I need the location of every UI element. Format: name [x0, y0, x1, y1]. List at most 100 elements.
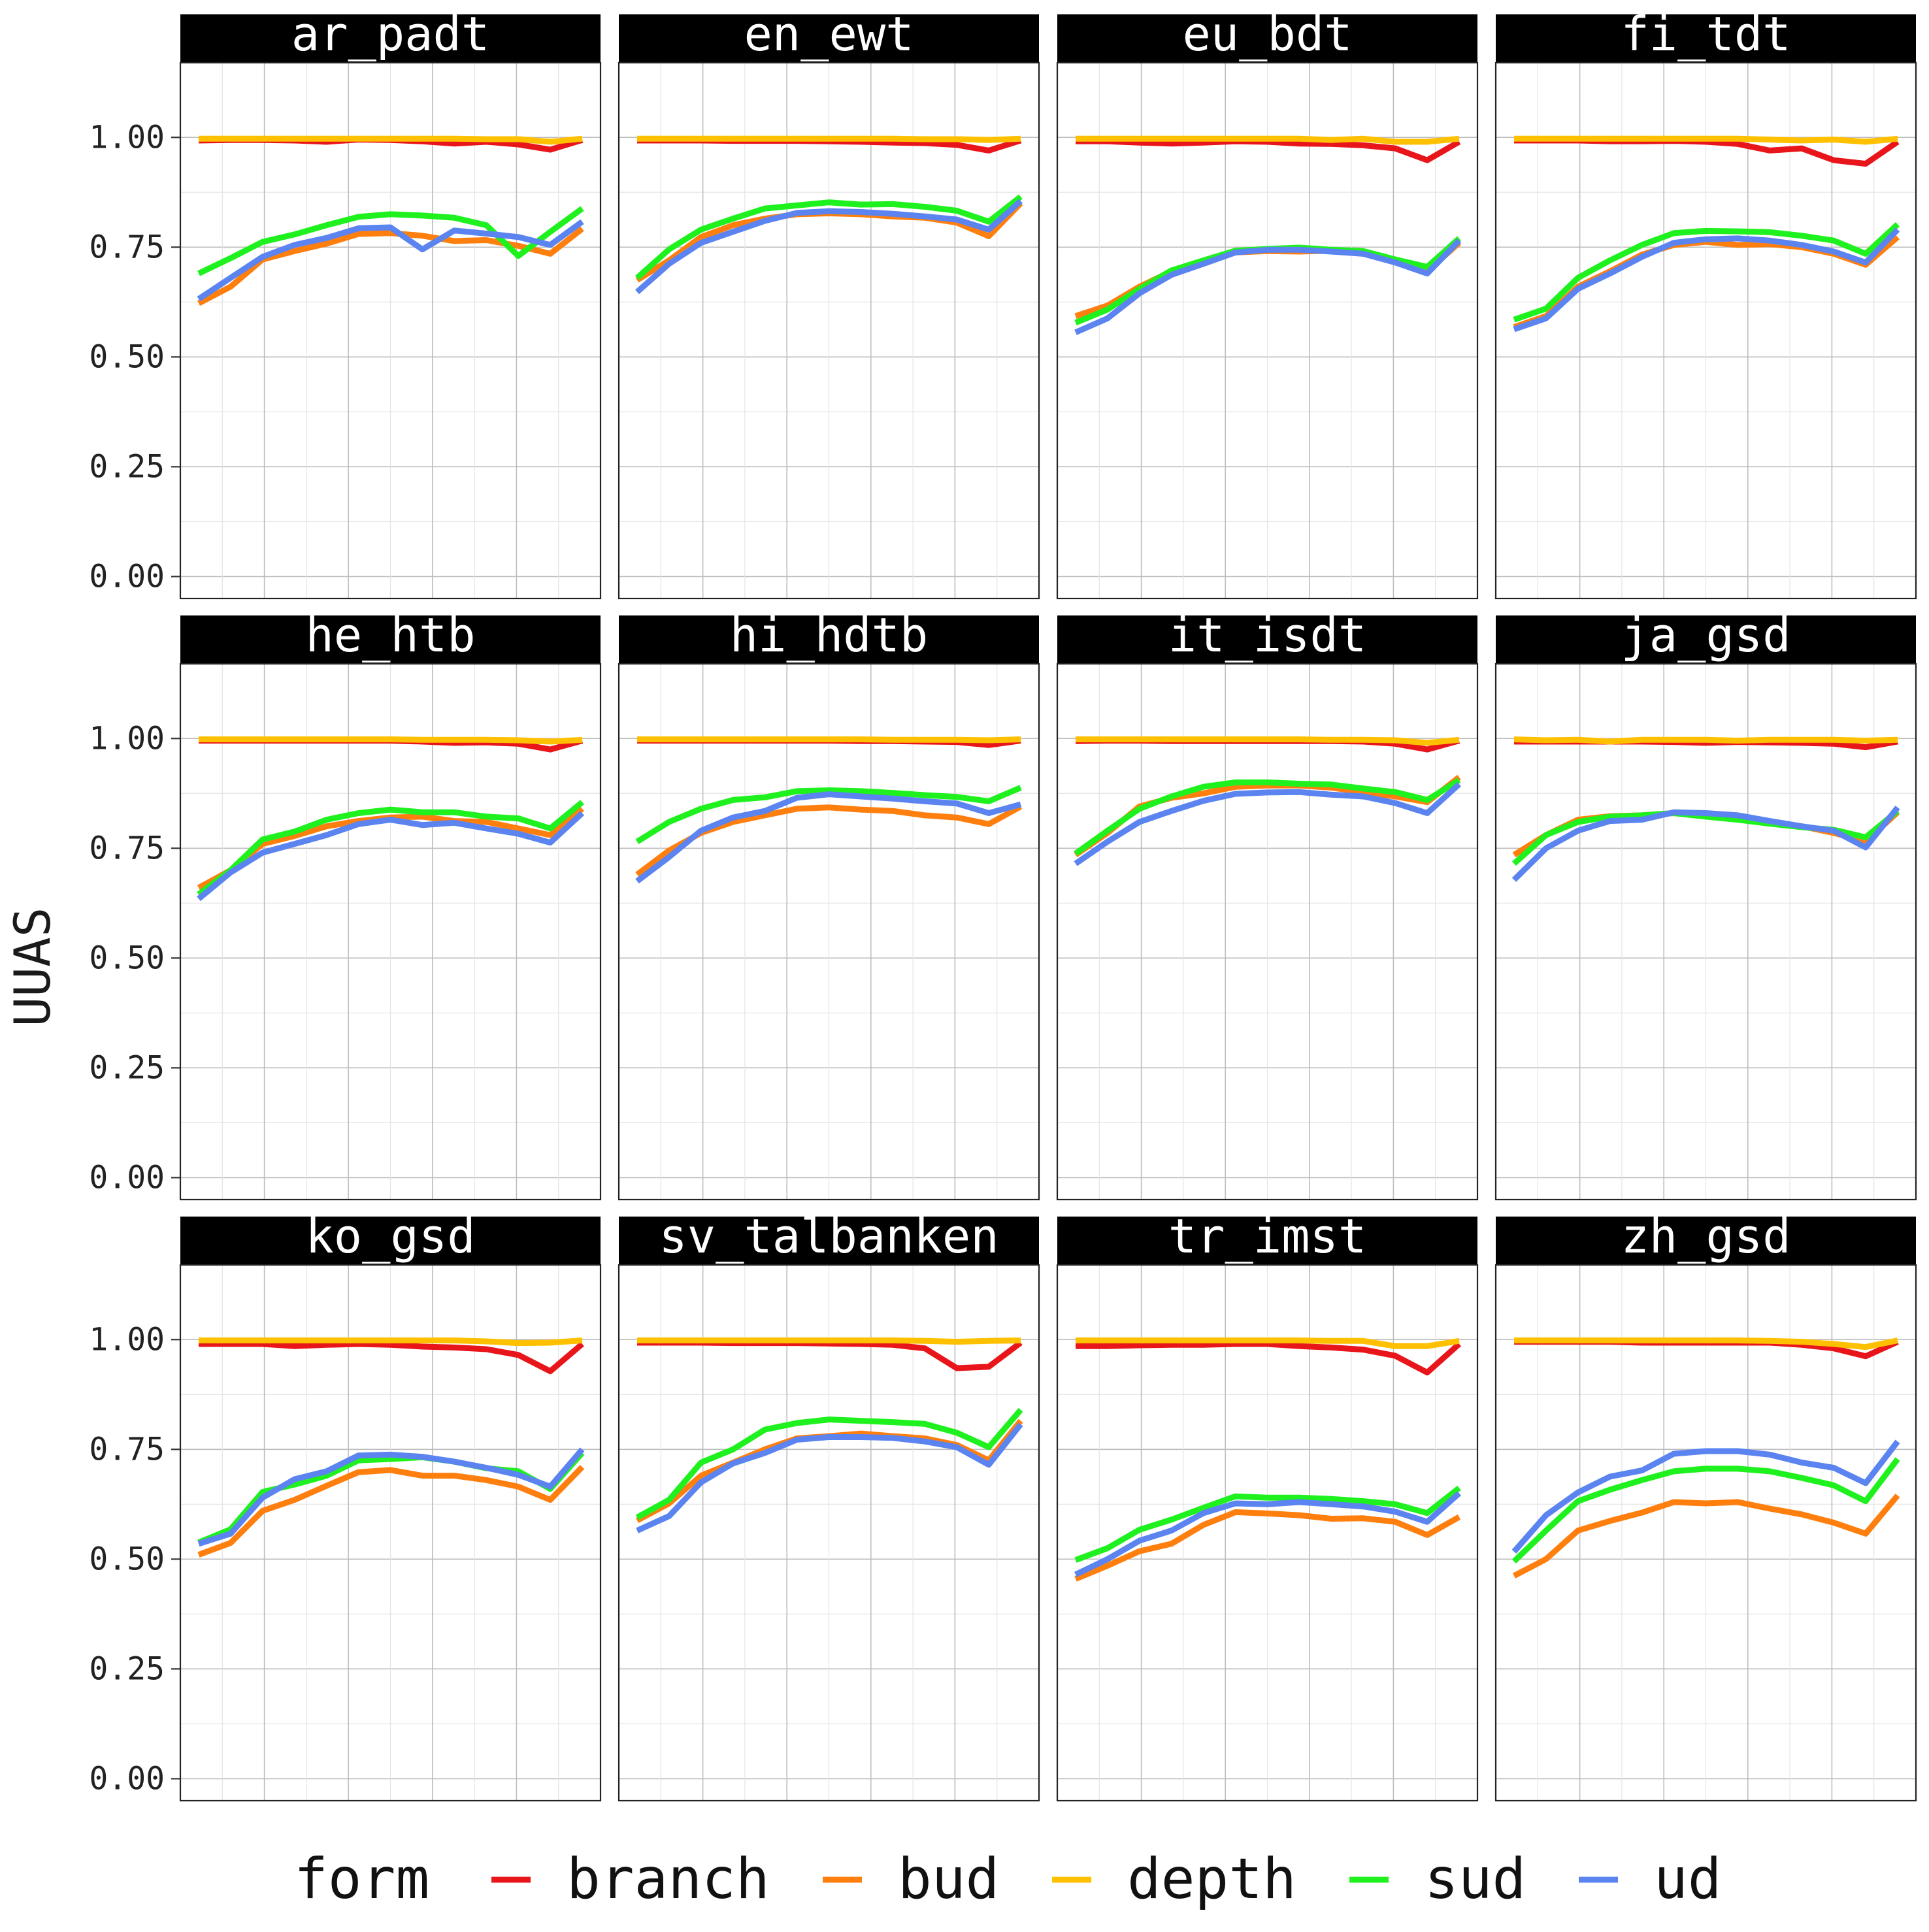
facet-panel: fi_tdt	[1494, 7, 1917, 600]
series-line-sud	[1513, 221, 1900, 323]
y-tick-label: 0.00	[89, 558, 165, 595]
series-line-sud	[1074, 1485, 1461, 1563]
y-tick-label: 0.75	[89, 830, 165, 866]
series-line-ud	[1074, 238, 1462, 335]
facet-title: he_htb	[305, 608, 475, 663]
facet-strip	[1496, 14, 1916, 63]
series-line-depth	[199, 736, 583, 745]
facet-panel: tr_imst	[1056, 1209, 1479, 1802]
facet-title: hi_hdtb	[730, 608, 928, 663]
panel-border	[1056, 1264, 1479, 1802]
series-line-depth	[1076, 1337, 1460, 1349]
legend-label-ud: ud	[1654, 1846, 1722, 1912]
facet-panel: ar_padt 0.00 0.25 0.50 0.75 1.00	[89, 7, 602, 600]
series-line-bud	[1512, 1494, 1900, 1579]
facet-strip	[619, 615, 1039, 664]
panel-border	[179, 1264, 602, 1802]
y-tick-label: 0.25	[89, 1650, 165, 1687]
series-line-ud	[1074, 1491, 1461, 1577]
y-tick-label: 1.00	[89, 720, 165, 757]
series-line-branch	[1076, 1341, 1461, 1376]
legend-label-sud: sud	[1425, 1846, 1526, 1912]
panel-border	[618, 61, 1040, 600]
series-line-depth	[1514, 135, 1898, 145]
series-line-depth	[637, 1337, 1021, 1345]
series-line-ud	[1511, 805, 1900, 882]
series-line-branch	[1076, 138, 1461, 163]
series-line-ud	[1511, 1439, 1900, 1554]
series-line-depth	[1076, 736, 1460, 746]
facet-strip	[1057, 1217, 1477, 1265]
y-tick-label: 0.00	[89, 1159, 165, 1196]
series-line-ud	[197, 219, 584, 302]
panel-border	[618, 663, 1040, 1201]
facet-title: zh_gsd	[1621, 1209, 1790, 1264]
series-line-ud	[1513, 227, 1900, 333]
facet-panel: it_isdt	[1056, 608, 1479, 1201]
facet-panel: sv_talbanken	[618, 1209, 1040, 1802]
y-tick-label: 0.50	[89, 1541, 165, 1577]
series-line-sud	[197, 800, 584, 897]
facet-strip	[1057, 14, 1477, 63]
series-line-depth	[1076, 135, 1460, 145]
facet-title: eu_bdt	[1182, 7, 1352, 61]
legend-label-branch: branch	[567, 1846, 770, 1912]
facet-title: ja_gsd	[1621, 608, 1790, 663]
facet-panel: ja_gsd	[1494, 608, 1917, 1201]
panel-border	[179, 663, 602, 1201]
panel-border	[1056, 663, 1479, 1201]
facet-title: sv_talbanken	[659, 1209, 998, 1264]
facet-title: ko_gsd	[305, 1209, 475, 1264]
series-line-ud	[636, 1422, 1023, 1533]
series-line-branch	[199, 1341, 584, 1375]
facet-title: it_isdt	[1168, 608, 1366, 663]
facet-panel: en_ewt	[618, 7, 1040, 600]
series-line-depth	[1513, 736, 1898, 745]
series-line-sud	[197, 206, 584, 276]
facet-strip	[619, 14, 1039, 63]
series-line-depth	[637, 135, 1021, 143]
facet-panel: ko_gsd 0.00 0.25 0.50 0.75 1.00	[89, 1209, 602, 1802]
series-line-bud	[197, 1465, 585, 1558]
series-line-ud	[1074, 781, 1462, 866]
series-line-sud	[1511, 1457, 1900, 1564]
legend-label-depth: depth	[1127, 1846, 1296, 1912]
facet-panel: hi_hdtb	[618, 608, 1040, 1201]
series-line-depth	[199, 135, 583, 145]
panel-border	[179, 61, 602, 600]
legend: form branch bud depth sud ud	[294, 1846, 1722, 1912]
y-axis-label: UUAS	[3, 907, 61, 1026]
series-line-depth	[199, 1337, 583, 1347]
y-tick-label: 0.75	[89, 229, 165, 265]
facet-panel: he_htb 0.00 0.25 0.50 0.75 1.00	[89, 608, 602, 1201]
series-line-ud	[197, 1447, 585, 1547]
facet-title: ar_padt	[291, 7, 489, 61]
y-tick-label: 1.00	[89, 1321, 165, 1358]
series-line-ud	[635, 199, 1023, 295]
facet-title: fi_tdt	[1621, 7, 1790, 61]
facet-strip	[180, 1217, 601, 1265]
panel-border	[1056, 61, 1479, 600]
legend-label-bud: bud	[898, 1846, 999, 1912]
facet-title: en_ewt	[744, 7, 914, 61]
y-tick-label: 0.50	[89, 940, 165, 976]
facet-strip	[1496, 1217, 1916, 1265]
y-tick-label: 0.00	[89, 1760, 165, 1797]
series-line-bud	[1074, 1509, 1461, 1582]
y-tick-label: 0.75	[89, 1431, 165, 1467]
series-line-sud	[635, 1407, 1023, 1520]
series-line-sud	[635, 194, 1023, 280]
series-line-sud	[1074, 778, 1461, 857]
facet-strip	[1496, 615, 1916, 664]
series-line-depth	[1514, 1337, 1898, 1351]
legend-title: form	[294, 1846, 429, 1912]
panel-border	[1494, 61, 1917, 600]
series-line-sud	[197, 1450, 585, 1545]
y-tick-label: 1.00	[89, 119, 165, 156]
facet-strip	[619, 1217, 1039, 1265]
y-tick-label: 0.25	[89, 1049, 165, 1086]
panel-border	[1494, 1264, 1917, 1802]
y-tick-label: 0.50	[89, 338, 165, 375]
